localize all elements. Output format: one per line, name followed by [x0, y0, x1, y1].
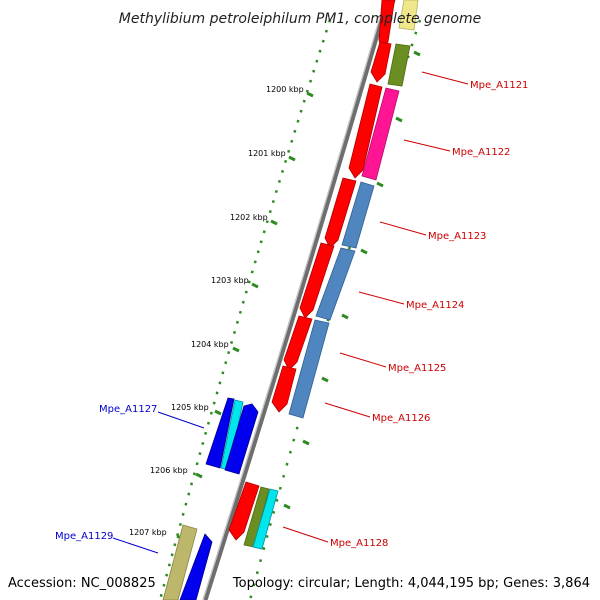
gene-label-mpe-a1127[interactable]: Mpe_A1127: [99, 404, 157, 415]
cog-lane: [243, 0, 419, 550]
cog-blue-block-3: [288, 319, 330, 419]
cds-mpe-a1129[interactable]: [179, 533, 213, 600]
cog-yellow-block: [398, 0, 419, 31]
gene-labels: Mpe_A1121 Mpe_A1122 Mpe_A1123 Mpe_A1124 …: [55, 80, 528, 549]
cog-blue-block-2: [315, 247, 356, 321]
gene-label-mpe-a1121[interactable]: Mpe_A1121: [470, 80, 528, 91]
cds-mpe-a1127-b[interactable]: [224, 403, 259, 475]
forward-strand-cds: [162, 397, 259, 600]
backbone-highlight: [202, 0, 386, 600]
label-leaders: [112, 71, 469, 554]
tick-label-1203: 1203 kbp: [211, 276, 249, 285]
cds-mpe-a1122[interactable]: [348, 83, 383, 179]
inner-track-ticks: [283, 50, 421, 510]
cog-pink-block: [361, 87, 400, 181]
gene-label-mpe-a1124[interactable]: Mpe_A1124: [406, 300, 464, 311]
cds-mpe-a1126[interactable]: [271, 365, 297, 413]
map-title: Methylibium petroleiphilum PM1, complete…: [119, 11, 481, 27]
cds-mpe-a1127-a[interactable]: [205, 397, 235, 469]
tick-label-1200: 1200 kbp: [266, 85, 304, 94]
tick-label-1206: 1206 kbp: [150, 466, 188, 475]
cog-olive-block: [387, 43, 411, 87]
gene-label-mpe-a1128[interactable]: Mpe_A1128: [330, 538, 388, 549]
tick-label-1204: 1204 kbp: [191, 340, 229, 349]
cds-mpe-a1128[interactable]: [228, 481, 260, 541]
gene-label-mpe-a1129[interactable]: Mpe_A1129: [55, 531, 113, 542]
genome-summary-text: Topology: circular; Length: 4,044,195 bp…: [232, 576, 590, 591]
gene-label-mpe-a1126[interactable]: Mpe_A1126: [372, 413, 430, 424]
cds-mpe-a1121[interactable]: [378, 0, 396, 49]
accession-text: Accession: NC_008825: [8, 576, 156, 591]
gene-label-mpe-a1125[interactable]: Mpe_A1125: [388, 363, 446, 374]
tick-label-1201: 1201 kbp: [248, 149, 286, 158]
tick-label-1205: 1205 kbp: [171, 403, 209, 412]
cog-khaki-block: [162, 524, 198, 600]
cds-mpe-a1125[interactable]: [283, 315, 313, 371]
cds-mpe-a1121b[interactable]: [370, 41, 392, 83]
tick-label-1202: 1202 kbp: [230, 213, 268, 222]
cds-mpe-a1123[interactable]: [324, 177, 357, 249]
genome-backbone: [202, 0, 390, 600]
reverse-strand-cds: [228, 0, 396, 541]
gene-label-mpe-a1122[interactable]: Mpe_A1122: [452, 147, 510, 158]
cog-blue-block-1: [341, 181, 375, 249]
cog-cyan-block: [252, 488, 279, 550]
tick-labels: 1200 kbp 1201 kbp 1202 kbp 1203 kbp 1204…: [129, 85, 304, 537]
cds-mpe-a1124[interactable]: [299, 242, 335, 319]
tick-label-1207: 1207 kbp: [129, 528, 167, 537]
gene-label-mpe-a1123[interactable]: Mpe_A1123: [428, 231, 486, 242]
